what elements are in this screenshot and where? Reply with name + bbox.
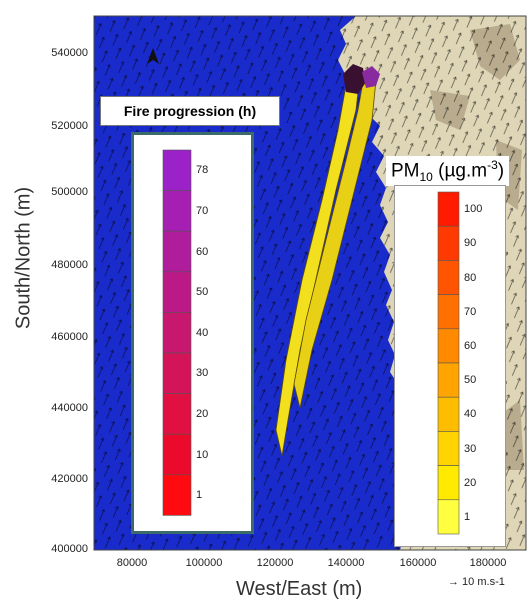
fire-swatch — [162, 433, 192, 476]
fire-label: 10 — [196, 448, 209, 461]
fire-origin — [343, 64, 366, 94]
x-tick: 120000 — [256, 557, 294, 569]
pm10-colorbar — [437, 191, 460, 535]
y-tick: 420000 — [51, 473, 88, 485]
y-tick: 460000 — [51, 331, 88, 343]
pm-label: 80 — [464, 271, 477, 284]
pm-label: 100 — [464, 203, 483, 216]
pm10-legend-title: PM10 (µg.m-3) — [386, 156, 510, 187]
pm-label: 40 — [464, 408, 477, 421]
fire-label: 60 — [196, 245, 209, 258]
pm-swatch — [437, 362, 460, 398]
fire-swatch — [162, 474, 192, 516]
pm-swatch — [437, 260, 460, 295]
north-arrow-icon — [147, 48, 159, 64]
fire-swatch — [162, 190, 192, 232]
x-axis-title: West/East (m) — [236, 578, 363, 600]
fire-label: 1 — [196, 489, 203, 502]
pm-swatch — [437, 294, 460, 330]
pm-swatch — [437, 396, 460, 432]
x-tick: 160000 — [399, 557, 437, 569]
fire-label: 40 — [196, 326, 209, 339]
fire-legend-panel — [131, 132, 254, 534]
fire-swatch — [162, 230, 192, 273]
fire-swatch — [162, 352, 192, 394]
x-tick: 180000 — [469, 557, 507, 569]
pm-swatch — [437, 465, 460, 501]
x-tick: 80000 — [116, 557, 148, 569]
fire-swatch — [162, 149, 192, 191]
pm10-plume — [275, 73, 361, 457]
pm-label: 1 — [464, 510, 471, 523]
fire-label: 78 — [196, 164, 209, 177]
wind-reference-label: → 10 m.s-1 — [448, 576, 505, 588]
fire-label: 30 — [196, 367, 209, 380]
fire-label: 70 — [196, 204, 209, 217]
x-tick: 100000 — [185, 557, 223, 569]
fire-legend-title: Fire progression (h) — [100, 96, 280, 126]
fire-label: 50 — [196, 286, 209, 299]
y-tick: 440000 — [51, 402, 88, 414]
fire-swatch — [162, 271, 192, 313]
pm-swatch — [437, 328, 460, 364]
fire-colorbar — [162, 149, 192, 516]
pm-swatch — [437, 225, 460, 261]
pm10-plume-secondary — [293, 75, 377, 409]
y-tick: 520000 — [51, 120, 88, 132]
fire-swatch — [162, 312, 192, 354]
y-tick: 400000 — [51, 543, 88, 555]
pm-label: 60 — [464, 339, 477, 352]
pm-label: 20 — [464, 476, 477, 489]
pm-swatch — [437, 191, 460, 227]
y-tick: 500000 — [51, 186, 88, 198]
fire-label: 20 — [196, 407, 209, 420]
pm-label: 30 — [464, 442, 477, 455]
x-tick: 140000 — [327, 557, 365, 569]
y-tick: 540000 — [51, 47, 88, 59]
pm-label: 70 — [464, 305, 477, 318]
pm-swatch — [437, 499, 460, 535]
pm-label: 90 — [464, 237, 477, 250]
pm-label: 50 — [464, 374, 477, 387]
y-tick: 480000 — [51, 259, 88, 271]
pm-swatch — [437, 431, 460, 466]
fire-origin-2 — [362, 66, 380, 88]
fire-swatch — [162, 393, 192, 435]
